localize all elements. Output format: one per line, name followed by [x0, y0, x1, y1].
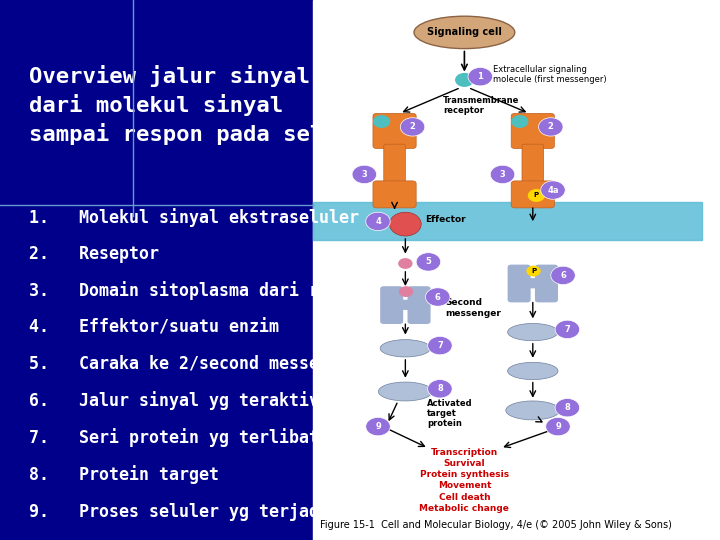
Text: Effector: Effector	[426, 215, 466, 224]
FancyBboxPatch shape	[373, 181, 416, 208]
Bar	[313, 202, 702, 240]
Circle shape	[555, 399, 580, 417]
Circle shape	[398, 258, 413, 269]
Bar	[0, 0, 313, 540]
FancyBboxPatch shape	[522, 144, 544, 188]
Bar	[313, 0, 720, 540]
Text: Transmembrane
receptor: Transmembrane receptor	[443, 96, 519, 115]
Circle shape	[400, 118, 425, 136]
FancyBboxPatch shape	[398, 300, 413, 310]
FancyBboxPatch shape	[511, 181, 554, 208]
Text: 9: 9	[555, 422, 561, 431]
Text: Activated
target
protein: Activated target protein	[427, 399, 472, 428]
FancyBboxPatch shape	[511, 113, 554, 148]
Ellipse shape	[379, 382, 432, 401]
FancyBboxPatch shape	[384, 144, 405, 188]
Text: P: P	[534, 192, 539, 199]
Ellipse shape	[414, 16, 515, 49]
Circle shape	[555, 320, 580, 339]
Circle shape	[366, 417, 390, 436]
Circle shape	[546, 417, 570, 436]
Text: 4.   Effektor/suatu enzim: 4. Effektor/suatu enzim	[29, 318, 279, 336]
Circle shape	[373, 115, 390, 128]
Text: 2.   Reseptor: 2. Reseptor	[29, 245, 159, 262]
Text: 3.   Domain sitoplasma dari reseptor: 3. Domain sitoplasma dari reseptor	[29, 281, 389, 300]
Ellipse shape	[505, 401, 560, 420]
Text: 8.   Protein target: 8. Protein target	[29, 465, 219, 484]
Text: 7.   Seri protein yg terlibat: 7. Seri protein yg terlibat	[29, 428, 319, 447]
Circle shape	[426, 288, 450, 306]
Circle shape	[366, 212, 390, 231]
Ellipse shape	[508, 362, 558, 380]
Circle shape	[511, 115, 528, 128]
Text: 4a: 4a	[547, 186, 559, 194]
Text: 6.   Jalur sinyal yg teraktivasi: 6. Jalur sinyal yg teraktivasi	[29, 392, 348, 410]
Text: Extracellular signaling
molecule (first messenger): Extracellular signaling molecule (first …	[493, 65, 607, 84]
Text: 5.   Caraka ke 2/second messenger: 5. Caraka ke 2/second messenger	[29, 355, 359, 373]
Text: Transcription
Survival
Protein synthesis
Movement
Cell death
Metabolic change: Transcription Survival Protein synthesis…	[420, 448, 509, 512]
Text: Overview jalur sinyal
dari molekul sinyal
sampai respon pada sel: Overview jalur sinyal dari molekul sinya…	[29, 65, 323, 145]
Text: 1: 1	[477, 72, 483, 81]
Circle shape	[468, 68, 492, 86]
Text: 2: 2	[410, 123, 415, 131]
Text: 8: 8	[437, 384, 443, 393]
Text: Signaling cell: Signaling cell	[427, 28, 502, 37]
Text: 6: 6	[560, 271, 566, 280]
Text: Second
messenger: Second messenger	[445, 298, 501, 318]
Circle shape	[541, 181, 565, 199]
FancyBboxPatch shape	[380, 286, 403, 324]
Circle shape	[390, 212, 421, 236]
Ellipse shape	[508, 323, 558, 341]
Text: 8: 8	[564, 403, 570, 412]
Circle shape	[490, 165, 515, 184]
Circle shape	[551, 266, 575, 285]
FancyBboxPatch shape	[373, 113, 416, 148]
Text: 3: 3	[500, 170, 505, 179]
Circle shape	[539, 118, 563, 136]
FancyBboxPatch shape	[408, 286, 431, 324]
Circle shape	[428, 336, 452, 355]
Circle shape	[526, 266, 541, 276]
Text: 9: 9	[375, 422, 381, 431]
Text: 9.   Proses seluler yg terjadi: 9. Proses seluler yg terjadi	[29, 502, 329, 521]
Text: 7: 7	[437, 341, 443, 350]
Circle shape	[416, 253, 441, 271]
FancyBboxPatch shape	[526, 278, 540, 288]
Text: 1.   Molekul sinyal ekstraseluler: 1. Molekul sinyal ekstraseluler	[29, 208, 359, 227]
Circle shape	[352, 165, 377, 184]
Ellipse shape	[380, 340, 431, 357]
Text: 4: 4	[375, 217, 381, 226]
Circle shape	[528, 189, 545, 202]
Text: 7: 7	[564, 325, 570, 334]
Text: 3: 3	[361, 170, 367, 179]
Text: 2: 2	[548, 123, 554, 131]
Text: 6: 6	[435, 293, 441, 301]
Circle shape	[399, 286, 413, 297]
FancyBboxPatch shape	[535, 265, 558, 302]
Text: 5: 5	[426, 258, 431, 266]
Text: P: P	[531, 268, 536, 274]
FancyBboxPatch shape	[508, 265, 531, 302]
Circle shape	[428, 380, 452, 398]
Text: Figure 15-1  Cell and Molecular Biology, 4/e (© 2005 John Wiley & Sons): Figure 15-1 Cell and Molecular Biology, …	[320, 520, 672, 530]
Circle shape	[455, 73, 474, 87]
